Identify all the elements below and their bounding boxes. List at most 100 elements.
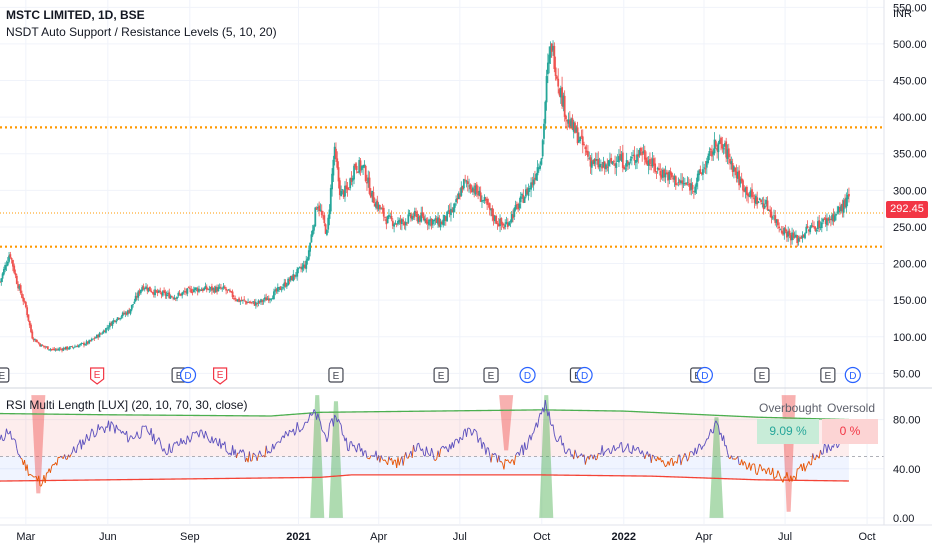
rsi-line-segment [696, 448, 699, 455]
candle-body [508, 222, 511, 226]
symbol-title[interactable]: MSTC LIMITED, 1D, BSE [6, 8, 145, 22]
candle-body [408, 212, 411, 214]
rsi-line-segment [532, 432, 534, 435]
candle-body [110, 323, 113, 326]
indicator-title[interactable]: NSDT Auto Support / Resistance Levels (5… [6, 25, 277, 39]
candle-body [331, 173, 333, 190]
candle-body [570, 118, 573, 127]
rsi-line-segment [314, 412, 318, 420]
candle-body [523, 197, 526, 203]
candle-body [438, 218, 441, 227]
candle-body [709, 148, 712, 150]
rsi-line-segment [154, 441, 157, 445]
candle-body [783, 228, 786, 235]
rsi-line-segment [462, 431, 465, 440]
rsi-line-segment [795, 468, 798, 480]
candle-body [322, 215, 324, 217]
rsi-line-segment [122, 430, 125, 434]
rsi-line-segment [469, 429, 473, 436]
rsi-line-segment [440, 446, 443, 450]
candle-body [594, 158, 597, 161]
candle-body [581, 136, 584, 146]
candle-body [280, 289, 283, 291]
candle-body [221, 287, 224, 289]
candle-body [32, 338, 35, 341]
candle-body [8, 255, 10, 262]
candle-body [656, 167, 659, 170]
candle-body [349, 178, 352, 189]
price-tick-label: 550.00 [893, 2, 927, 14]
time-tick-label: 2021 [286, 531, 310, 543]
rsi-line-segment [362, 450, 365, 457]
candle-body [546, 62, 549, 75]
rsi-line-segment [60, 455, 63, 458]
candle-body [842, 200, 845, 213]
rsi-line-segment [88, 434, 91, 442]
candle-body [550, 43, 553, 52]
rsi-line-segment [836, 445, 839, 449]
candle-body [442, 219, 445, 226]
candle-body [209, 287, 212, 289]
rsi-line-segment [279, 437, 283, 443]
candle-body [526, 188, 529, 195]
rsi-line-segment [780, 477, 783, 481]
candle-body [205, 286, 208, 290]
candle-body [107, 327, 110, 329]
rsi-line-segment [681, 456, 684, 460]
rsi-line-segment [759, 463, 762, 467]
candle-body [217, 287, 220, 292]
candle-body [252, 301, 255, 302]
candle-body [720, 137, 722, 145]
candle-body [668, 171, 671, 180]
candle-body [293, 274, 296, 277]
candle-body [114, 320, 116, 322]
candle-body [134, 295, 137, 302]
rsi-line-segment [311, 414, 313, 416]
rsi-line-segment [407, 454, 411, 459]
candle-body [621, 152, 624, 168]
candle-body [261, 300, 264, 302]
rsi-line-segment [748, 462, 752, 471]
candle-body [345, 185, 348, 190]
rsi-line-segment [172, 442, 175, 446]
rsi-line-segment [38, 475, 41, 487]
rsi-line-segment [75, 445, 78, 453]
rsi-line-segment [745, 463, 748, 470]
candle-body [510, 214, 513, 223]
rsi-line-segment [84, 434, 88, 442]
candle-body [448, 210, 451, 214]
candle-body [699, 169, 702, 174]
rsi-axis[interactable]: 0.00 40.00 80.00 [893, 415, 921, 525]
rsi-line-segment [707, 434, 710, 440]
earnings-marker [820, 367, 836, 383]
candle-body [21, 293, 23, 298]
rsi-line-segment [326, 436, 329, 443]
price-axis[interactable]: 550.00 500.00 450.00 400.00 350.00 300.00 250.… [893, 2, 927, 380]
candle-body [694, 186, 697, 193]
candle-body [229, 290, 231, 292]
candle-body [509, 220, 512, 222]
candle-body [672, 178, 675, 180]
rsi-line-segment [171, 445, 174, 453]
time-axis[interactable]: Mar Jun Sep 2021 Apr Jul Oct 2022 Apr Jul Oct [16, 531, 875, 543]
candle-body [129, 309, 132, 314]
rsi-line-segment [644, 454, 647, 460]
candle-body [443, 215, 446, 221]
candle-body [54, 349, 57, 351]
candle-body [146, 287, 149, 291]
rsi-line-segment [481, 442, 484, 449]
rsi-line-segment [225, 450, 228, 453]
candle-body [787, 231, 790, 237]
rsi-line-segment [243, 452, 246, 462]
rsi-line-segment [92, 430, 95, 438]
candle-body [793, 236, 796, 238]
candle-body [782, 231, 784, 235]
rsi-indicator-title[interactable]: RSI Multi Length [LUX] (20, 10, 70, 30, … [6, 398, 248, 412]
price-tick-label: 500.00 [893, 39, 927, 51]
candle-body [102, 330, 105, 334]
candle-body [563, 95, 566, 117]
candle-body [574, 122, 576, 134]
candle-body [285, 285, 288, 287]
candle-body [469, 184, 472, 190]
